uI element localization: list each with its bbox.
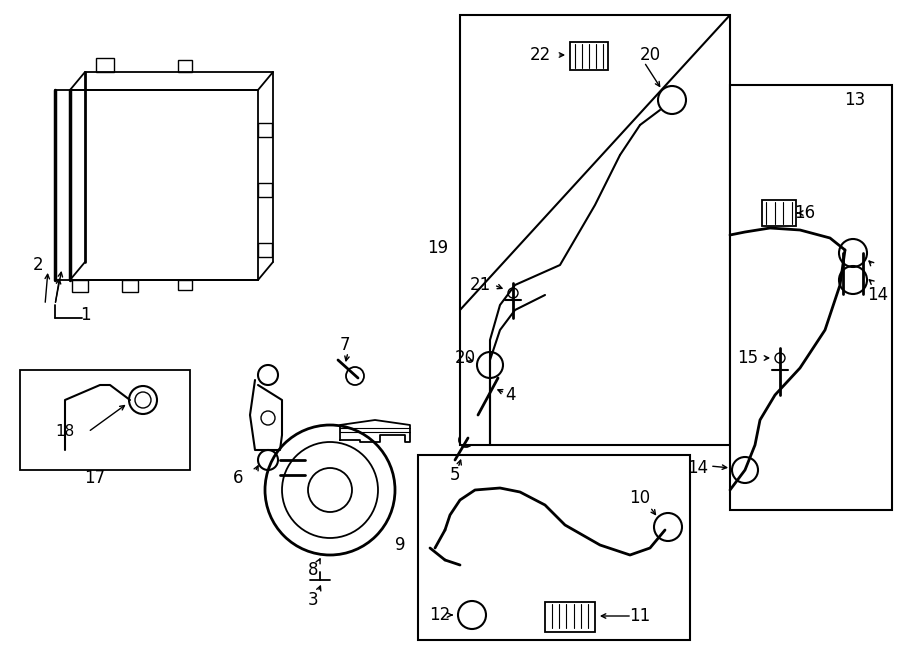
Text: 18: 18 [56, 424, 75, 440]
Text: 20: 20 [454, 349, 475, 367]
Bar [418, 455, 690, 640]
Text: 4: 4 [505, 386, 515, 404]
Text: 1: 1 [80, 306, 90, 324]
Bar [570, 42, 608, 70]
Bar [258, 123, 272, 137]
Text: 19: 19 [427, 239, 448, 257]
Text: 2: 2 [32, 256, 43, 274]
Text: 14: 14 [868, 286, 888, 304]
Text: 13: 13 [844, 91, 866, 109]
Bar [545, 602, 595, 632]
Text: 9: 9 [395, 536, 406, 554]
Text: 11: 11 [629, 607, 651, 625]
Bar [72, 280, 88, 292]
Text: 16: 16 [795, 204, 815, 222]
Text: 10: 10 [629, 489, 651, 507]
Text: 14: 14 [688, 459, 708, 477]
Text: 3: 3 [308, 591, 319, 609]
Bar [178, 280, 192, 290]
Bar [178, 60, 192, 72]
Bar [460, 15, 730, 445]
Bar [762, 200, 796, 226]
Text: 20: 20 [639, 46, 661, 64]
Text: 17: 17 [85, 469, 105, 487]
Bar [258, 183, 272, 197]
Text: 8: 8 [308, 561, 319, 579]
Text: 15: 15 [737, 349, 759, 367]
Text: 7: 7 [340, 336, 350, 354]
Bar [122, 280, 138, 292]
Text: 5: 5 [450, 466, 460, 484]
Bar [20, 370, 190, 470]
Text: 22: 22 [529, 46, 551, 64]
Bar [96, 58, 114, 72]
Text: 12: 12 [429, 606, 451, 624]
Bar [258, 243, 272, 257]
Bar [730, 85, 892, 510]
Text: 6: 6 [233, 469, 243, 487]
Text: 21: 21 [470, 276, 490, 294]
